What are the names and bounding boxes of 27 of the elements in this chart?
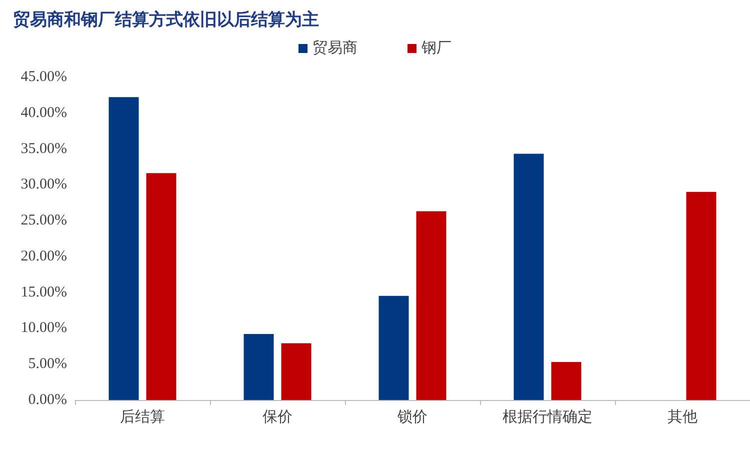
bar bbox=[551, 362, 582, 400]
x-tick-label: 后结算 bbox=[120, 408, 165, 426]
x-tick-label: 根据行情确定 bbox=[502, 408, 592, 426]
y-tick-label: 0.00% bbox=[28, 392, 67, 408]
bar bbox=[108, 97, 139, 400]
legend-label: 贸易商 bbox=[312, 40, 358, 56]
y-tick-label: 40.00% bbox=[20, 104, 67, 121]
x-tick-label: 其他 bbox=[668, 408, 698, 426]
bar bbox=[686, 192, 716, 400]
bar bbox=[244, 334, 274, 400]
bar bbox=[416, 211, 446, 400]
legend-label: 钢厂 bbox=[420, 40, 452, 56]
x-tick-label: 锁价 bbox=[396, 408, 428, 426]
x-tick-label: 保价 bbox=[262, 408, 292, 426]
y-tick-label: 35.00% bbox=[20, 140, 67, 157]
y-tick-label: 15.00% bbox=[20, 284, 67, 300]
y-tick-label: 45.00% bbox=[20, 69, 67, 85]
y-tick-label: 5.00% bbox=[28, 356, 67, 372]
bar bbox=[514, 154, 544, 400]
bar bbox=[281, 343, 312, 400]
y-tick-label: 30.00% bbox=[20, 176, 67, 193]
bar bbox=[378, 296, 409, 400]
y-tick-label: 20.00% bbox=[20, 248, 67, 264]
bar bbox=[146, 173, 176, 400]
y-tick-label: 10.00% bbox=[20, 320, 67, 336]
chart-title: 贸易商和钢厂结算方式依旧以后结算为主 bbox=[13, 10, 319, 29]
y-tick-label: 25.00% bbox=[20, 212, 67, 229]
